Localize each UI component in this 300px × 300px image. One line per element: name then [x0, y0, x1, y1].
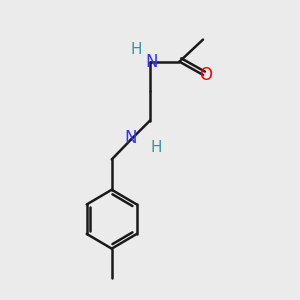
Text: H: H: [131, 42, 142, 57]
Text: O: O: [200, 66, 212, 84]
Text: N: N: [124, 129, 137, 147]
Text: N: N: [145, 53, 158, 71]
Text: H: H: [150, 140, 162, 154]
